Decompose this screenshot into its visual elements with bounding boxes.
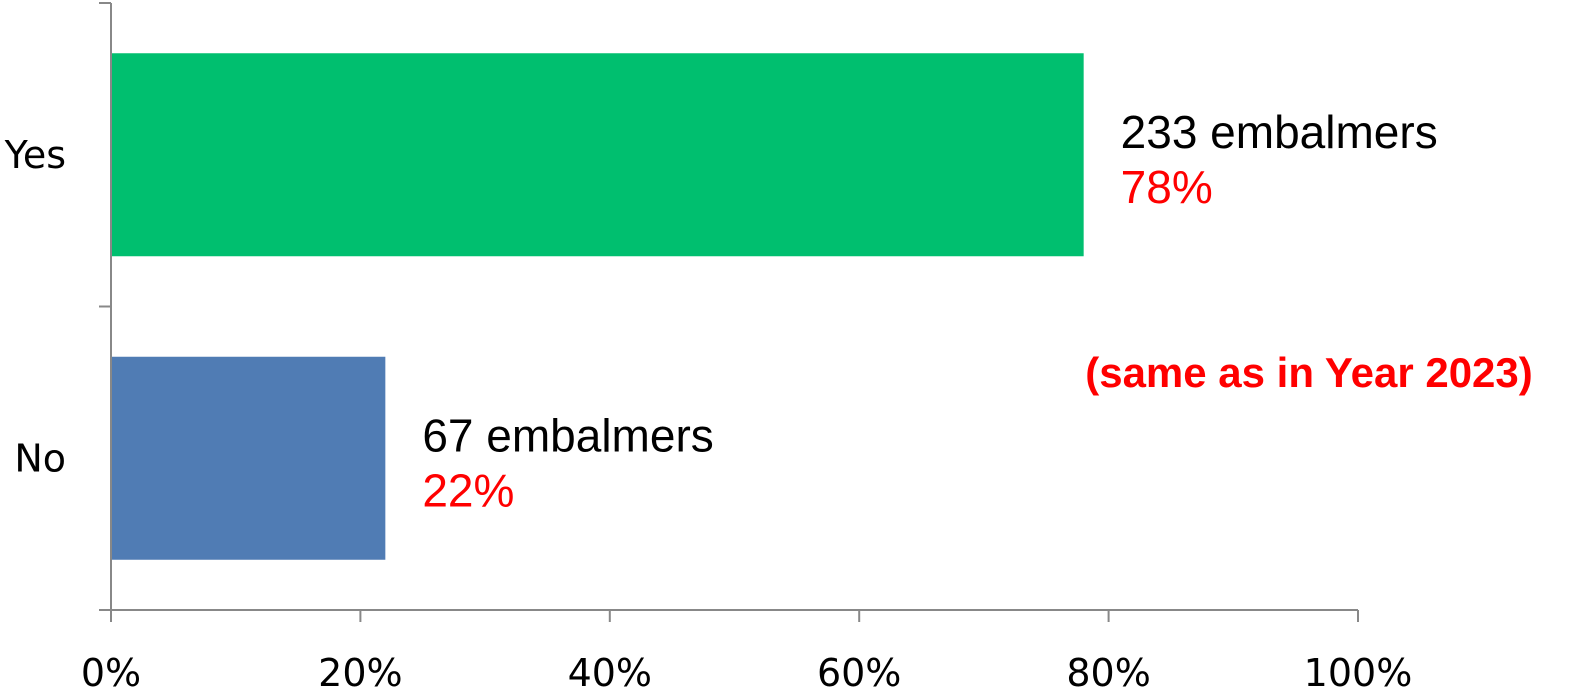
x-tick-label: 60%: [817, 651, 901, 695]
y-ticks-group: [99, 2, 111, 611]
percent-label-no: 22%: [422, 464, 514, 516]
bar-no: [112, 356, 386, 560]
count-label-no: 67 embalmers: [422, 409, 713, 461]
category-label-no: No: [14, 436, 66, 480]
percent-label-yes: 78%: [1121, 161, 1213, 213]
annotation-note: (same as in Year 2023): [1085, 349, 1533, 396]
category-label-yes: Yes: [4, 133, 66, 177]
bars-group: [112, 53, 1084, 560]
bar-yes: [112, 53, 1084, 257]
x-tick-label: 20%: [318, 651, 402, 695]
count-label-yes: 233 embalmers: [1121, 106, 1438, 158]
x-tick-label: 0%: [81, 651, 141, 695]
x-tick-label: 80%: [1066, 651, 1150, 695]
x-ticks-group: [110, 610, 1359, 622]
x-tick-labels-group: 0% 20% 40% 60% 80% 100%: [81, 651, 1412, 695]
x-tick-label: 40%: [568, 651, 652, 695]
x-tick-label: 100%: [1304, 651, 1413, 695]
